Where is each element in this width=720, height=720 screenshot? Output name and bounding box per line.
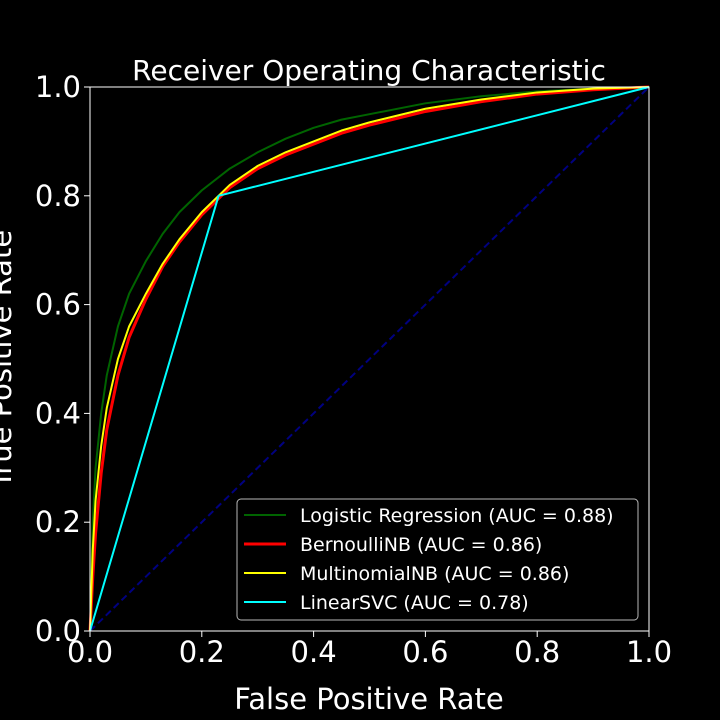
y-tick-label: 0.6: [35, 288, 81, 322]
diagonal-reference-line: [89, 86, 650, 632]
legend-box: [236, 498, 639, 621]
y-tick-label: 0.8: [35, 179, 81, 213]
y-tick-label: 1.0: [35, 70, 81, 104]
series-line-linearsvc: [89, 86, 650, 632]
series-line-multinomialnb: [89, 86, 650, 632]
x-tick-label: 0.4: [291, 635, 337, 669]
legend-label-multinomialnb: MultinomialNB (AUC = 0.86): [300, 563, 569, 585]
y-axis-ticks: 0.0 0.2 0.4 0.6 0.8 1.0: [35, 70, 90, 648]
series-line-logistic-regression: [89, 86, 650, 632]
x-axis-label: False Positive Rate: [234, 682, 504, 716]
y-axis-label: True Positive Rate: [0, 230, 18, 489]
plot-area: [88, 85, 650, 632]
legend-label-bernoullinb: BernoulliNB (AUC = 0.86): [300, 534, 542, 556]
y-tick-label: 0.4: [35, 396, 81, 430]
y-tick-label: 0.2: [35, 505, 81, 539]
series-line-bernoullinb: [88, 85, 650, 632]
x-axis-ticks: 0.0 0.2 0.4 0.6 0.8 1.0: [67, 631, 672, 669]
legend: Logistic Regression (AUC = 0.88) Bernoull…: [236, 498, 639, 621]
y-tick-label: 0.0: [35, 614, 81, 648]
x-tick-label: 0.6: [402, 635, 448, 669]
x-tick-label: 1.0: [626, 635, 672, 669]
legend-label-logistic-regression: Logistic Regression (AUC = 0.88): [300, 505, 614, 527]
x-tick-label: 0.8: [514, 635, 560, 669]
x-tick-label: 0.2: [179, 635, 225, 669]
x-tick-label: 0.0: [67, 635, 113, 669]
plot-frame: [89, 86, 650, 632]
chart-title: Receiver Operating Characteristic: [132, 54, 606, 87]
legend-label-linearsvc: LinearSVC (AUC = 0.78): [300, 592, 529, 614]
